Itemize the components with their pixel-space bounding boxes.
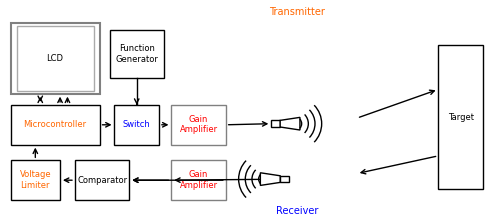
- Text: Comparator: Comparator: [77, 176, 127, 185]
- Text: Gain
Amplifier: Gain Amplifier: [180, 171, 218, 190]
- Bar: [110, 29, 164, 78]
- Bar: [280, 176, 289, 182]
- Text: Voltage
Limiter: Voltage Limiter: [19, 171, 51, 190]
- Bar: [115, 105, 159, 145]
- Text: Switch: Switch: [123, 120, 151, 129]
- Bar: [171, 105, 226, 145]
- Text: Microcontroller: Microcontroller: [23, 120, 87, 129]
- Bar: [438, 45, 483, 189]
- Text: Receiver: Receiver: [276, 206, 318, 216]
- Text: Target: Target: [448, 113, 474, 122]
- Bar: [10, 105, 100, 145]
- Bar: [75, 160, 129, 200]
- Text: Gain
Amplifier: Gain Amplifier: [180, 115, 218, 134]
- Bar: [271, 120, 280, 127]
- Text: Transmitter: Transmitter: [269, 7, 325, 17]
- Text: Function
Generator: Function Generator: [115, 44, 158, 64]
- Text: LCD: LCD: [47, 54, 63, 63]
- Bar: [10, 160, 60, 200]
- Polygon shape: [280, 117, 300, 130]
- Bar: [171, 160, 226, 200]
- Bar: [10, 23, 100, 94]
- Polygon shape: [260, 173, 280, 185]
- Bar: [16, 25, 94, 91]
